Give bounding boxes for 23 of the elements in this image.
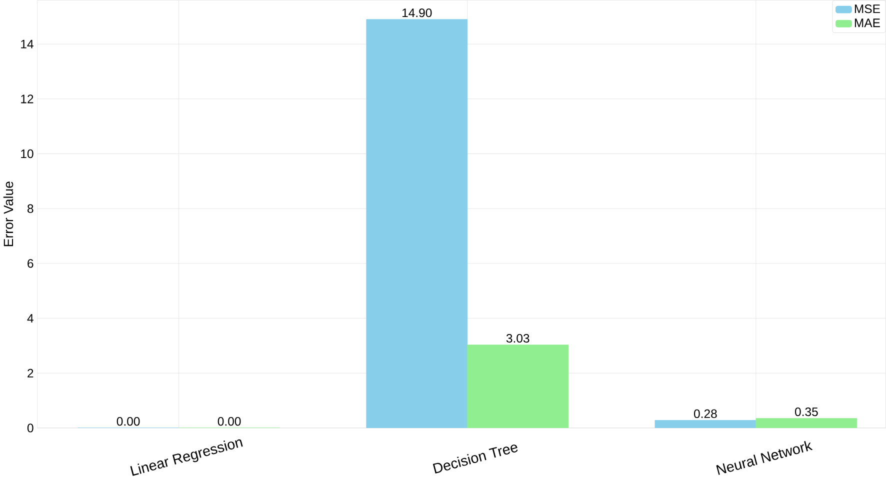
y-tick-label: 8	[28, 204, 34, 213]
y-tick-label: 14	[21, 40, 34, 48]
y-tick-label: 0	[27, 424, 34, 432]
bar	[756, 418, 858, 428]
y-axis-title: Error Value	[3, 182, 14, 246]
x-tick-label: Decision Tree	[432, 444, 518, 474]
legend-label: MSE	[854, 4, 880, 14]
x-tick-label: Neural Network	[716, 440, 813, 475]
data-label: 14.90	[402, 8, 432, 18]
data-label: 0.00	[218, 416, 241, 426]
data-label: 0.35	[795, 407, 818, 416]
data-label: 0.00	[116, 416, 140, 426]
bar	[654, 420, 756, 428]
y-tick-label: 10	[21, 149, 34, 158]
data-label: 3.03	[506, 334, 530, 343]
bar	[467, 344, 569, 428]
y-tick-label: 12	[21, 94, 34, 104]
legend-label: MAE	[854, 18, 880, 28]
data-label: 0.28	[694, 409, 717, 418]
y-tick-label: 6	[28, 259, 34, 268]
y-tick-label: 4	[27, 314, 34, 322]
bar	[366, 19, 468, 428]
y-tick-label: 2	[28, 368, 34, 378]
